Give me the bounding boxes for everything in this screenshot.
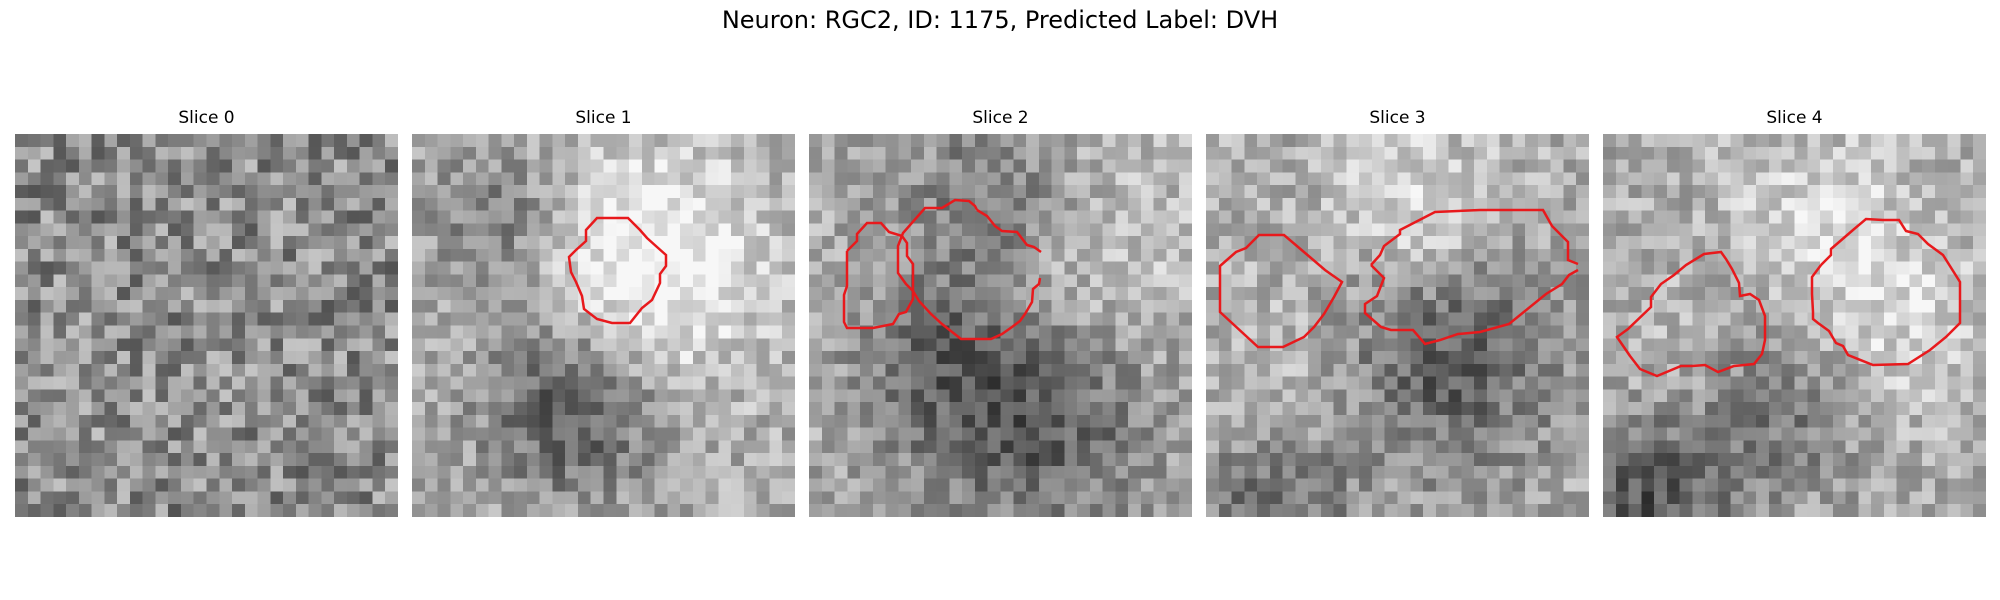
slice-panel-0: Slice 0 [15,108,398,517]
microscopy-image-slice-0 [15,134,398,517]
microscopy-image-slice-4 [1603,134,1986,517]
roi-contour [567,216,668,325]
roi-contour-layer [842,198,1042,341]
roi-contour [842,221,915,330]
roi-contour [1363,264,1579,346]
figure-title: Neuron: RGC2, ID: 1175, Predicted Label:… [721,6,1279,34]
slice-title: Slice 0 [178,108,235,128]
grayscale-pixels [15,134,398,517]
roi-contour [976,208,1042,254]
microscopy-image-slice-1 [412,134,795,517]
slice-panel-3: Slice 3 [1206,108,1589,517]
roi-contour-layer [1218,208,1579,349]
slice-panel-1: Slice 1 [412,108,795,517]
grayscale-pixels [1206,134,1589,517]
roi-contour [1810,217,1962,367]
microscopy-image-slice-2 [809,134,1192,517]
roi-contour [1615,250,1767,378]
slice-title: Slice 3 [1369,108,1426,128]
roi-contour-layer [15,134,398,517]
roi-contour-layer [1615,217,1962,378]
slice-panel-4: Slice 4 [1603,108,1986,517]
grayscale-pixels [412,134,795,517]
roi-contour-layer [567,216,668,325]
roi-contour [1370,208,1579,266]
microscopy-image-slice-3 [1206,134,1589,517]
roi-contour [896,198,1042,341]
slice-title: Slice 2 [972,108,1029,128]
slice-title: Slice 4 [1766,108,1823,128]
slice-panel-2: Slice 2 [809,108,1192,517]
slice-title: Slice 1 [575,108,632,128]
grayscale-pixels [809,134,1192,517]
grayscale-pixels [1603,134,1986,517]
roi-contour [1218,233,1344,349]
